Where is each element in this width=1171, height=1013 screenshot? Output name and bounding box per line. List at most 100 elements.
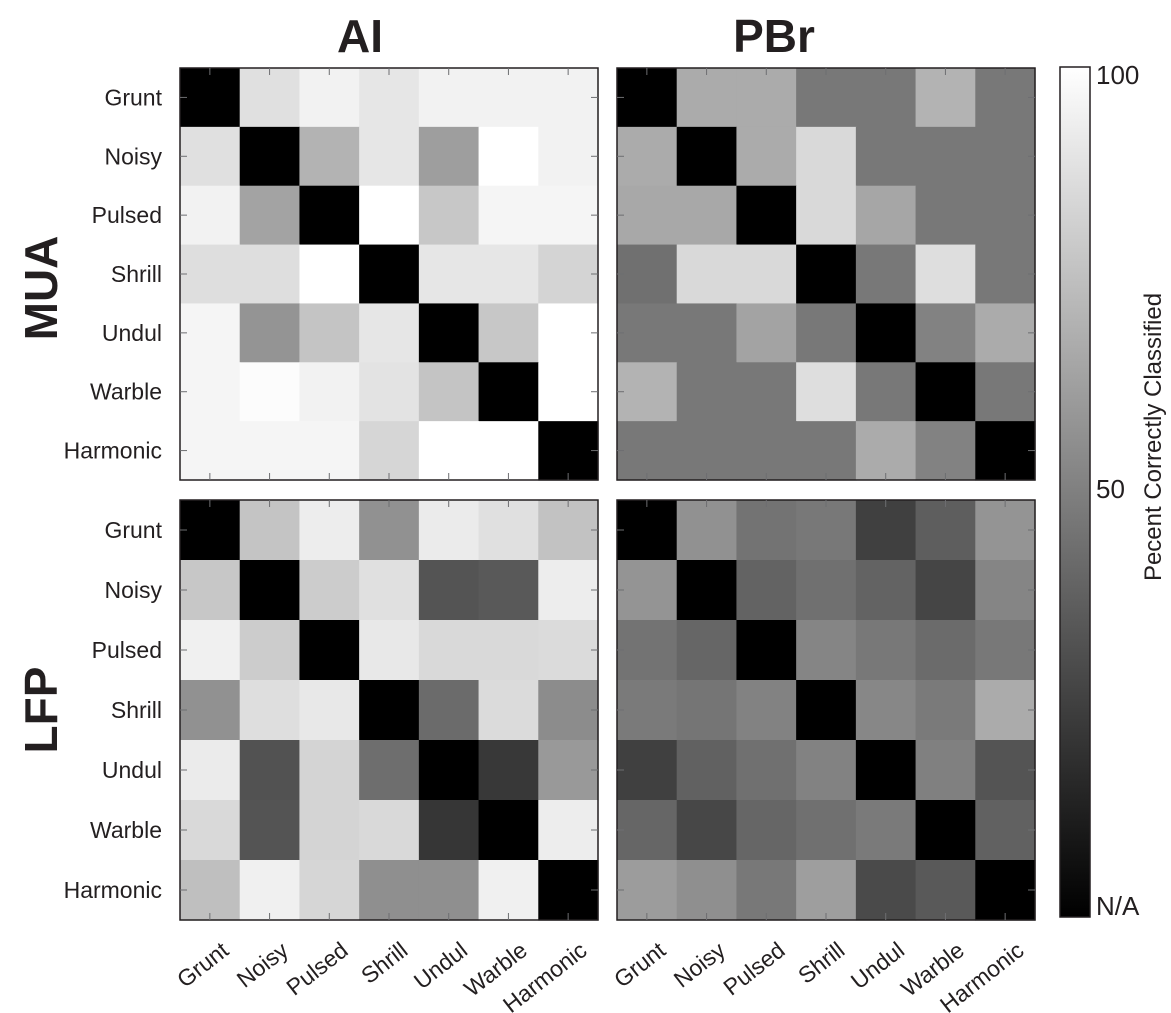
y-tick-labels-mua: Grunt Noisy Pulsed Shrill Undul Warble Harmoni… <box>64 84 163 463</box>
heatmap-lfp-pbr <box>616 499 1036 921</box>
x-tick-label-grunt: Grunt <box>609 936 671 992</box>
cell-grunt-noisy <box>239 500 301 561</box>
cell-grunt-grunt <box>180 68 241 128</box>
cell-shrill-warble <box>915 680 976 741</box>
cell-warble-pulsed <box>736 362 797 422</box>
cell-warble-grunt <box>180 362 241 422</box>
cell-harmonic-pulsed <box>736 860 797 921</box>
cell-noisy-undul <box>418 126 480 187</box>
cell-warble-shrill <box>796 800 857 861</box>
cell-grunt-warble <box>478 500 539 561</box>
cell-grunt-noisy <box>676 500 738 561</box>
cell-noisy-grunt <box>617 560 678 621</box>
cell-shrill-harmonic <box>975 680 1036 741</box>
cell-shrill-noisy <box>676 244 738 305</box>
cell-noisy-shrill <box>796 126 857 187</box>
cell-harmonic-grunt <box>617 860 678 921</box>
cell-harmonic-pulsed <box>736 421 797 481</box>
cell-pulsed-pulsed <box>736 185 797 246</box>
cell-shrill-shrill <box>359 244 420 305</box>
y-tick-label-warble: Warble <box>90 379 162 405</box>
cell-grunt-grunt <box>180 500 241 561</box>
cell-pulsed-shrill <box>796 620 857 681</box>
cell-shrill-harmonic <box>975 244 1036 305</box>
cell-undul-grunt <box>180 740 241 801</box>
cell-pulsed-undul <box>855 185 917 246</box>
y-tick-label-shrill: Shrill <box>111 697 162 723</box>
row-title-mua: MUA <box>15 236 67 341</box>
cell-warble-undul <box>418 362 480 422</box>
cell-pulsed-warble <box>478 620 539 681</box>
y-tick-label-grunt: Grunt <box>104 84 162 110</box>
cell-warble-grunt <box>617 800 678 861</box>
cell-shrill-undul <box>418 244 480 305</box>
y-tick-label-noisy: Noisy <box>104 577 162 603</box>
cell-warble-shrill <box>359 800 420 861</box>
heatmap-panels <box>179 67 1036 921</box>
y-tick-label-pulsed: Pulsed <box>92 637 162 663</box>
cell-harmonic-shrill <box>796 860 857 921</box>
cell-shrill-undul <box>855 680 917 741</box>
cell-warble-harmonic <box>538 800 599 861</box>
cell-warble-noisy <box>239 800 301 861</box>
cell-grunt-undul <box>418 500 480 561</box>
cell-shrill-pulsed <box>299 244 360 305</box>
cell-undul-undul <box>418 303 480 363</box>
cell-grunt-undul <box>855 500 917 561</box>
cell-harmonic-noisy <box>239 860 301 921</box>
cell-warble-grunt <box>180 800 241 861</box>
cell-undul-shrill <box>796 303 857 363</box>
cell-harmonic-undul <box>418 421 480 481</box>
cell-noisy-undul <box>418 560 480 621</box>
cell-warble-warble <box>478 800 539 861</box>
cell-grunt-shrill <box>359 68 420 128</box>
cell-grunt-noisy <box>676 68 738 128</box>
cell-harmonic-harmonic <box>538 421 599 481</box>
y-tick-label-undul: Undul <box>102 757 162 783</box>
cell-warble-grunt <box>617 362 678 422</box>
y-tick-label-noisy: Noisy <box>104 143 162 169</box>
y-tick-label-harmonic: Harmonic <box>64 877 162 903</box>
cell-shrill-pulsed <box>736 680 797 741</box>
cell-harmonic-shrill <box>359 421 420 481</box>
cell-pulsed-harmonic <box>538 620 599 681</box>
cell-shrill-undul <box>855 244 917 305</box>
cell-noisy-shrill <box>796 560 857 621</box>
cell-undul-warble <box>478 740 539 801</box>
cell-noisy-undul <box>855 126 917 187</box>
cell-shrill-pulsed <box>736 244 797 305</box>
cell-grunt-pulsed <box>299 500 360 561</box>
colorbar-tick-na: N/A <box>1096 891 1140 921</box>
cell-shrill-noisy <box>676 680 738 741</box>
cell-noisy-noisy <box>676 560 738 621</box>
colorbar-tick-50: 50 <box>1096 474 1125 504</box>
cell-noisy-harmonic <box>975 126 1036 187</box>
cell-noisy-pulsed <box>736 126 797 187</box>
cell-undul-shrill <box>359 303 420 363</box>
cell-shrill-grunt <box>617 680 678 741</box>
cell-undul-warble <box>915 740 976 801</box>
cell-harmonic-undul <box>855 860 917 921</box>
y-tick-label-warble: Warble <box>90 817 162 843</box>
colorbar <box>1059 66 1091 918</box>
cell-pulsed-grunt <box>617 185 678 246</box>
column-title-ai: AI <box>337 10 383 62</box>
cell-undul-noisy <box>676 740 738 801</box>
cell-warble-pulsed <box>736 800 797 861</box>
cell-undul-undul <box>418 740 480 801</box>
cell-harmonic-pulsed <box>299 421 360 481</box>
cell-pulsed-grunt <box>180 620 241 681</box>
cell-harmonic-noisy <box>676 421 738 481</box>
cell-warble-undul <box>855 362 917 422</box>
cell-noisy-shrill <box>359 560 420 621</box>
cell-grunt-undul <box>418 68 480 128</box>
cell-harmonic-noisy <box>239 421 301 481</box>
cell-noisy-grunt <box>617 126 678 187</box>
cell-noisy-warble <box>478 560 539 621</box>
x-tick-label-grunt: Grunt <box>172 936 234 992</box>
column-title-pbr: PBr <box>733 10 815 62</box>
cell-harmonic-warble <box>478 860 539 921</box>
